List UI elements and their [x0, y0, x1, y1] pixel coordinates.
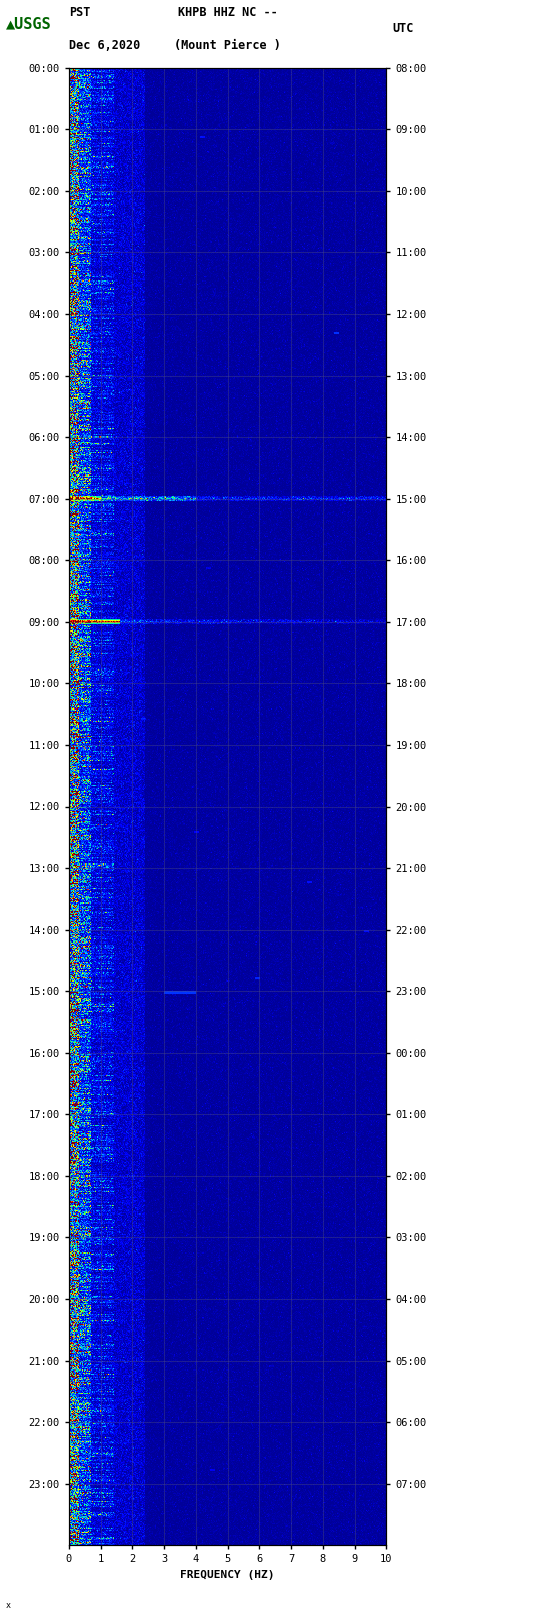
Text: x: x [6, 1600, 10, 1610]
Text: UTC: UTC [392, 23, 413, 35]
Text: Dec 6,2020: Dec 6,2020 [69, 39, 140, 52]
Text: PST: PST [69, 6, 91, 19]
Text: KHPB HHZ NC --: KHPB HHZ NC -- [178, 6, 278, 19]
X-axis label: FREQUENCY (HZ): FREQUENCY (HZ) [181, 1569, 275, 1579]
Text: (Mount Pierce ): (Mount Pierce ) [174, 39, 281, 52]
Text: ▲USGS: ▲USGS [6, 16, 51, 31]
